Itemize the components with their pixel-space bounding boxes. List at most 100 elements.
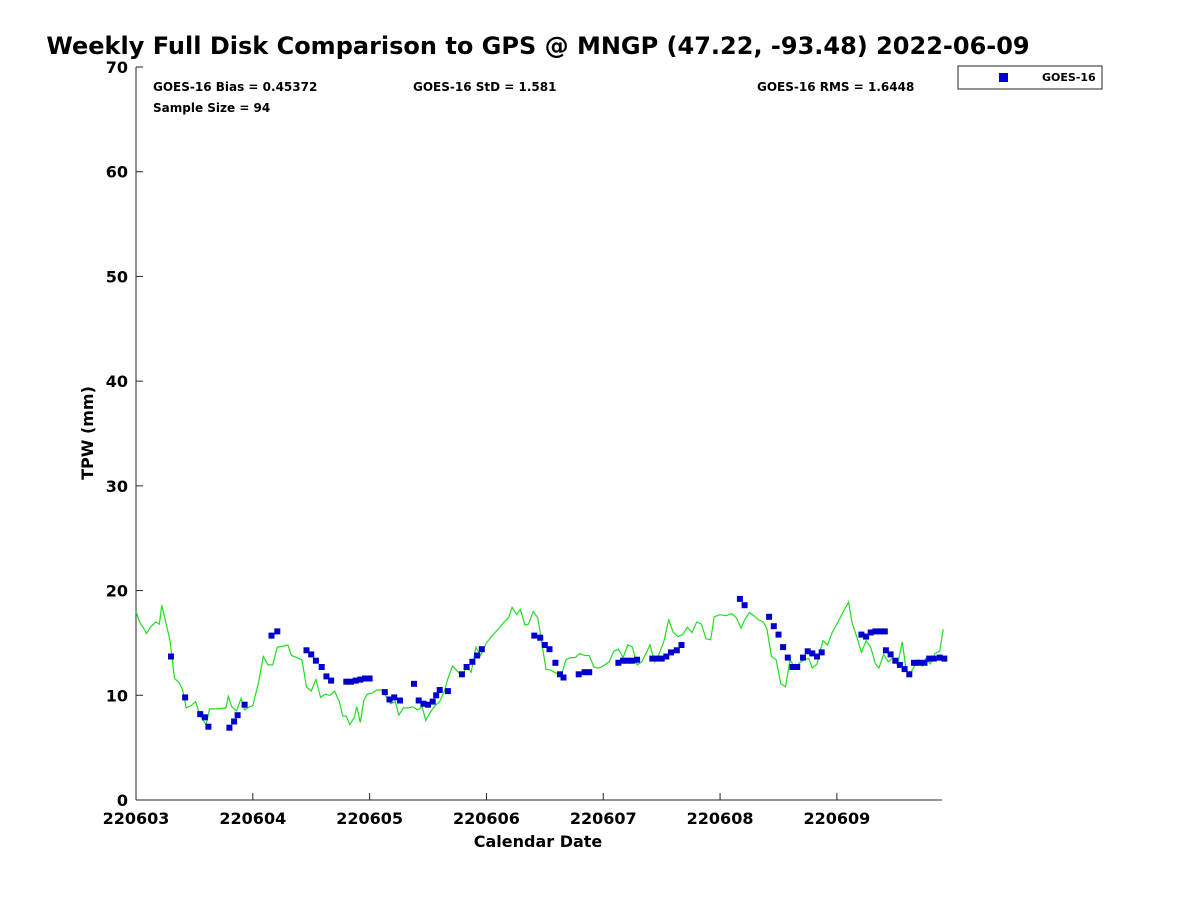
goes16-data-point [896, 661, 903, 668]
goes16-data-point [620, 657, 627, 664]
goes16-data-point [557, 671, 563, 678]
y-tick-label: 70 [106, 58, 128, 77]
goes16-data-point [766, 613, 773, 620]
x-tick-label: 220606 [453, 809, 520, 828]
goes16-data-point [736, 595, 743, 602]
goes16-data-point [303, 647, 310, 654]
goes16-data-point [911, 659, 917, 666]
goes16-data-point [581, 669, 588, 676]
goes16-data-point [800, 654, 806, 661]
goes16-data-point [673, 647, 680, 654]
goes16-data-point [397, 697, 403, 704]
goes16-data-point [930, 655, 937, 662]
x-ticks: 220603 220604 220605 220606 220607 220608 2206… [103, 793, 870, 828]
goes16-data-point [654, 655, 660, 662]
goes16-data-point [433, 692, 440, 699]
legend-label-goes16: GOES-16 [1042, 71, 1096, 84]
goes16-data-point [463, 664, 470, 670]
goes16-data-point [231, 718, 238, 725]
goes16-data-point [474, 652, 481, 659]
gps-series [135, 600, 944, 727]
goes16-data-point [560, 674, 567, 681]
goes16-data-point [205, 723, 212, 730]
goes16-data-point [794, 664, 801, 670]
goes16-data-point [411, 680, 417, 687]
goes16-data-point [926, 655, 933, 662]
goes16-data-point [575, 671, 582, 678]
goes16-data-point [780, 644, 787, 651]
x-tick-label: 220607 [570, 809, 637, 828]
goes16-data-point [858, 631, 865, 638]
goes16-data-point [168, 653, 174, 660]
goes16-data-point [386, 696, 393, 703]
stat-std: GOES-16 StD = 1.581 [413, 80, 556, 94]
y-tick-label: 30 [106, 477, 128, 496]
goes16-data-point [366, 675, 373, 682]
goes16-data-point [881, 628, 888, 635]
y-axis-label: TPW (mm) [78, 386, 97, 480]
goes16-data-point [328, 677, 335, 684]
goes16-data-point [804, 648, 811, 655]
goes16-data-point [863, 633, 870, 640]
y-tick-label: 20 [106, 582, 128, 601]
goes16-data-point [887, 651, 894, 658]
goes16-data-point [872, 628, 879, 635]
x-tick-label: 220604 [219, 809, 286, 828]
goes16-data-point [552, 659, 559, 666]
goes16-data-point [352, 677, 359, 684]
stat-sample-size: Sample Size = 94 [153, 101, 270, 115]
goes16-series [168, 595, 948, 731]
legend: GOES-16 [957, 65, 1103, 90]
chart-title: Weekly Full Disk Comparison to GPS @ MNG… [46, 32, 1029, 60]
goes16-data-point [436, 687, 443, 693]
goes16-data-point [818, 649, 825, 656]
goes16-data-point [318, 664, 325, 670]
goes16-data-point [784, 654, 791, 661]
legend-marker-goes16 [999, 73, 1008, 82]
goes16-data-point [241, 701, 248, 708]
goes16-data-point [678, 642, 685, 648]
y-tick-label: 40 [106, 372, 128, 391]
goes16-data-point [226, 724, 233, 731]
goes16-data-point [741, 602, 748, 609]
goes16-data-point [775, 631, 782, 638]
goes16-data-point [268, 632, 275, 639]
goes16-data-point [658, 655, 665, 662]
y-tick-label: 50 [106, 267, 128, 286]
goes16-data-point [420, 700, 427, 707]
goes16-data-point [478, 646, 485, 653]
goes16-data-point [663, 653, 670, 660]
goes16-data-point [469, 658, 476, 665]
x-tick-label: 220605 [336, 809, 403, 828]
goes16-data-point [624, 657, 631, 664]
goes16-data-point [921, 659, 928, 666]
goes16-data-point [362, 675, 368, 682]
goes16-data-point [615, 659, 622, 666]
y-ticks: 0 10 20 30 40 50 60 70 [106, 58, 143, 810]
goes16-data-point [201, 714, 208, 721]
goes16-data-point [789, 664, 796, 670]
x-tick-label: 220603 [103, 809, 170, 828]
goes16-data-point [458, 671, 465, 678]
goes16-data-point [415, 697, 422, 704]
goes16-data-point [381, 689, 388, 696]
goes16-data-point [541, 642, 548, 648]
goes16-data-point [809, 650, 816, 657]
goes16-data-point [901, 666, 908, 673]
goes16-data-point [629, 657, 636, 664]
goes16-data-point [234, 712, 241, 719]
x-axis-label: Calendar Date [474, 832, 603, 851]
goes16-data-point [634, 656, 641, 663]
goes16-data-point [357, 676, 364, 683]
goes16-data-point [814, 653, 820, 660]
goes16-data-point [770, 623, 777, 630]
goes16-data-point [915, 659, 922, 666]
goes16-data-point [586, 669, 593, 676]
goes16-data-point [197, 711, 204, 718]
goes16-data-point [936, 654, 943, 661]
goes16-data-point [323, 673, 330, 680]
gps-series-line [135, 600, 944, 727]
goes16-data-point [668, 649, 674, 656]
stat-rms: GOES-16 RMS = 1.6448 [757, 80, 914, 94]
